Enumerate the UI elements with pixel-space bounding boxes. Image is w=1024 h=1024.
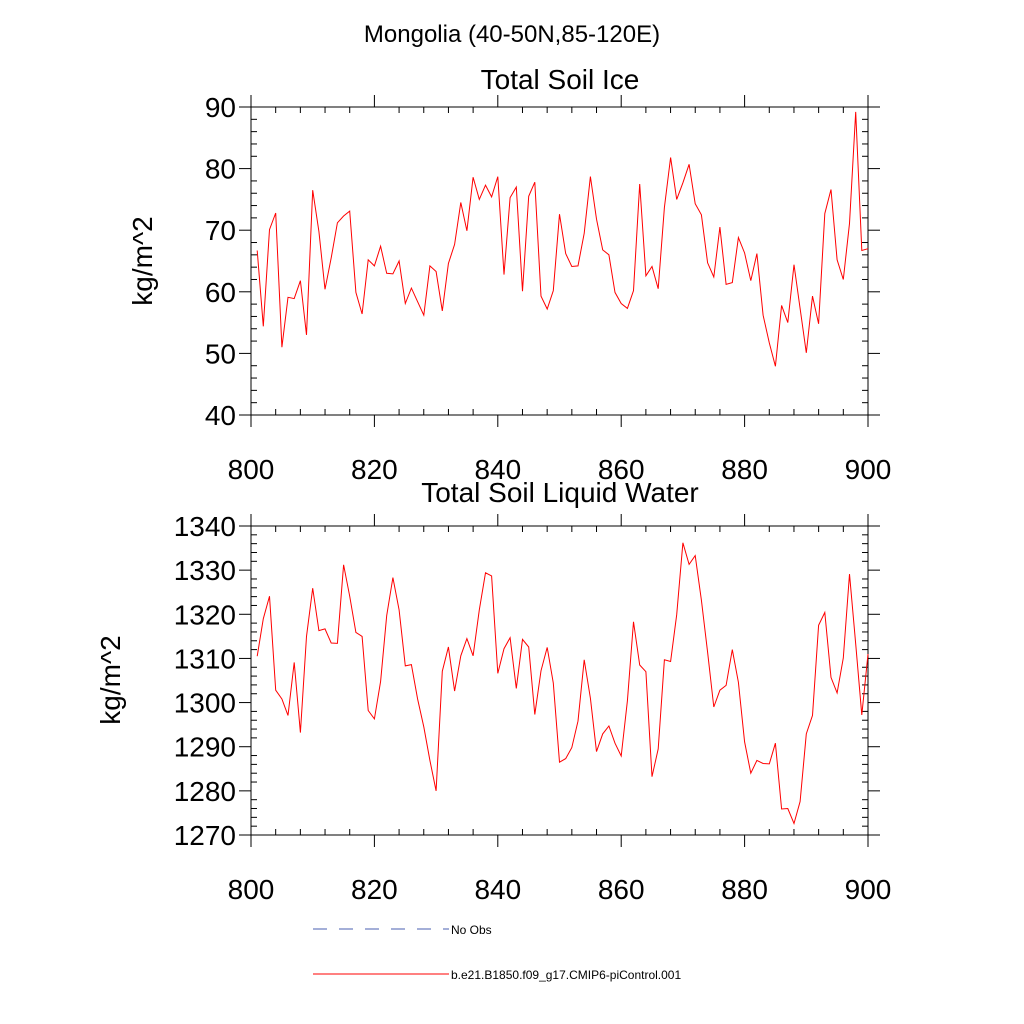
series-line-soil-liquid-water (256, 542, 869, 826)
legend-obs-label: No Obs (451, 923, 492, 937)
y-tick-label: 70 (205, 215, 236, 246)
x-tick-label: 860 (598, 454, 645, 485)
plot-frame-soil-liquid-water (250, 525, 869, 836)
legend: No Obs b.e21.B1850.f09_g17.CMIP6-piContr… (313, 923, 681, 982)
panel-title-soil-liquid-water: Total Soil Liquid Water (421, 477, 699, 508)
y-tick-label: 1300 (174, 688, 236, 719)
series-line-soil-ice (256, 111, 869, 367)
y-tick-label: 1290 (174, 732, 236, 763)
y-tick-label: 1310 (174, 643, 236, 674)
axis-tick-labels-soil-ice: 800 820 840 860 880 900 40 50 60 70 80 90 (205, 92, 892, 485)
axis-tick-labels-soil-liquid-water: 800 820 840 860 880 900 1270 1280 1290 1300 1310 13… (174, 511, 892, 905)
panel-total-soil-ice: Total Soil Ice kg/m^2 800 820 840 860 880 900… (127, 64, 891, 485)
x-tick-label: 800 (228, 454, 275, 485)
panel-total-soil-liquid-water: Total Soil Liquid Water kg/m^2 800 820 840… (95, 477, 891, 905)
y-axis-label-soil-ice: kg/m^2 (127, 216, 158, 305)
legend-model-label: b.e21.B1850.f09_g17.CMIP6-piControl.001 (451, 968, 681, 982)
series-lines-soil-liquid-water (256, 542, 869, 826)
y-tick-label: 40 (205, 400, 236, 431)
x-tick-label: 840 (474, 454, 521, 485)
y-tick-label: 1280 (174, 776, 236, 807)
x-tick-label: 820 (351, 874, 398, 905)
x-tick-label: 840 (474, 874, 521, 905)
x-tick-label: 800 (228, 874, 275, 905)
x-tick-label: 860 (598, 874, 645, 905)
y-tick-label: 50 (205, 338, 236, 369)
axis-ticks-soil-ice (239, 95, 880, 427)
y-tick-label: 80 (205, 154, 236, 185)
plot-frame-soil-ice (250, 106, 869, 416)
y-tick-label: 1320 (174, 599, 236, 630)
x-tick-label: 900 (845, 454, 892, 485)
region-title: Mongolia (40-50N,85-120E) (364, 21, 660, 48)
x-tick-label: 880 (721, 454, 768, 485)
y-tick-label: 90 (205, 92, 236, 123)
y-tick-label: 1340 (174, 511, 236, 542)
x-tick-label: 820 (351, 454, 398, 485)
y-tick-label: 1330 (174, 555, 236, 586)
y-axis-label-soil-liquid-water: kg/m^2 (95, 635, 126, 724)
y-tick-label: 1270 (174, 820, 236, 851)
series-lines-soil-ice (256, 111, 869, 367)
x-tick-label: 880 (721, 874, 768, 905)
axis-ticks-soil-liquid-water (239, 514, 880, 847)
x-tick-label: 900 (845, 874, 892, 905)
y-tick-label: 60 (205, 277, 236, 308)
panel-title-soil-ice: Total Soil Ice (481, 64, 640, 95)
